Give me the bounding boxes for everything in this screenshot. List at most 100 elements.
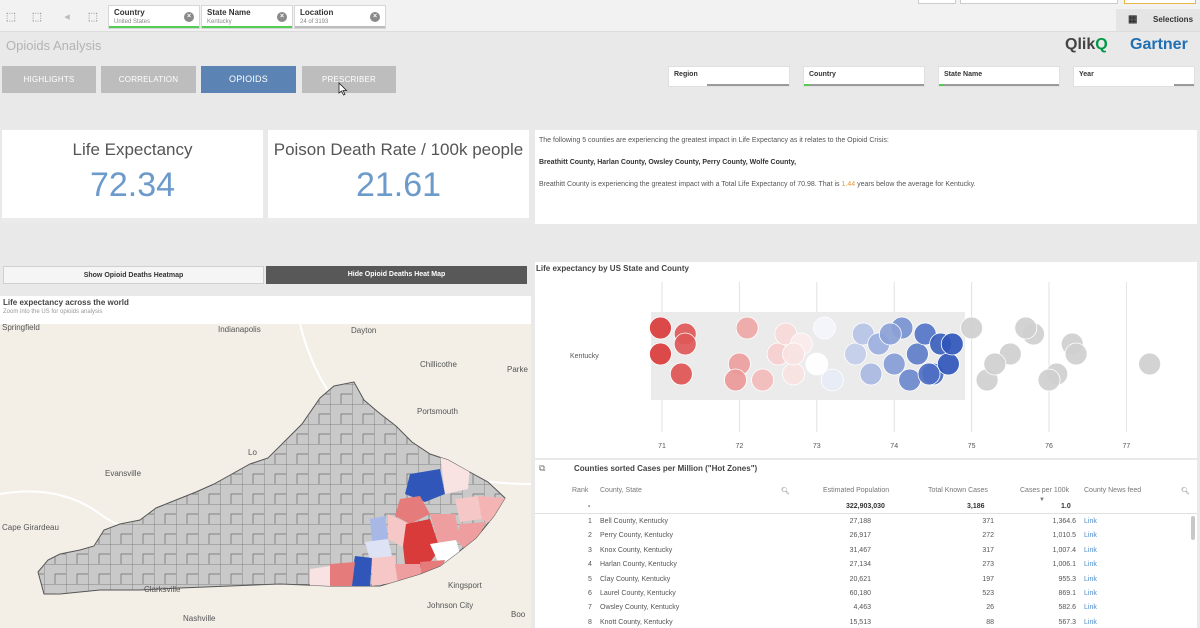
- filter-chip-location[interactable]: Location 24 of 3193 ×: [294, 5, 386, 29]
- county-bubble[interactable]: [782, 362, 805, 386]
- expand-icon[interactable]: ⧉: [539, 463, 546, 473]
- clear-selections-icon[interactable]: ⬚: [87, 11, 99, 23]
- bubble-chart[interactable]: Kentucky 71 72 73 74 75 76 77: [535, 262, 1197, 458]
- year-filter[interactable]: Year: [1073, 66, 1195, 87]
- cell-news-link[interactable]: Link: [1084, 618, 1097, 626]
- filter-label: State Name: [944, 71, 983, 78]
- county-bubble[interactable]: [940, 332, 964, 356]
- show-heatmap-button[interactable]: Show Opioid Deaths Heatmap: [3, 266, 264, 284]
- county[interactable]: [310, 566, 330, 586]
- tab-correlation[interactable]: CORRELATION: [101, 66, 196, 93]
- county-bubble[interactable]: [649, 342, 672, 366]
- filter-chip-country[interactable]: Country United States ×: [108, 5, 200, 29]
- step-back-icon[interactable]: ◂: [64, 11, 70, 23]
- county-bubble[interactable]: [1064, 342, 1088, 366]
- county-bubble[interactable]: [983, 352, 1007, 376]
- county[interactable]: [365, 539, 392, 560]
- tab-highlights[interactable]: HIGHLIGHTS: [2, 66, 96, 93]
- county[interactable]: [430, 514, 460, 549]
- county-bubble[interactable]: [859, 362, 883, 386]
- cell-news-link[interactable]: Link: [1084, 575, 1097, 583]
- search-column-icon[interactable]: 🔍︎: [781, 488, 790, 495]
- table-row[interactable]: 6 Laurel County, Kentucky 60,180 523 869.1 Li…: [535, 587, 1197, 601]
- hide-heatmap-button[interactable]: Hide Opioid Deaths Heat Map: [266, 266, 527, 284]
- county-bubble[interactable]: [1037, 368, 1061, 392]
- selections-button[interactable]: ▦ Selections: [1116, 9, 1200, 31]
- search-column-icon[interactable]: 🔍︎: [1181, 488, 1190, 495]
- table-row[interactable]: 5 Clay County, Kentucky 20,621 197 955.3 Link: [535, 573, 1197, 587]
- county-mid-high[interactable]: [370, 516, 388, 542]
- state-name-filter[interactable]: State Name: [938, 66, 1060, 87]
- county-bubble[interactable]: [805, 352, 829, 376]
- county-low[interactable]: [395, 496, 430, 524]
- county-bubble[interactable]: [813, 316, 836, 340]
- kpi-title: Poison Death Rate / 100k people: [273, 140, 524, 159]
- map-place-label: Clarksville: [144, 585, 181, 594]
- county-bubble[interactable]: [735, 316, 759, 340]
- filter-chip-state[interactable]: State Name Kentucky ×: [201, 5, 293, 29]
- cell-news-link[interactable]: Link: [1084, 532, 1097, 540]
- map-subtitle: Zoom into the US for opioids analysis: [3, 309, 103, 315]
- cell-news-link[interactable]: Link: [1084, 518, 1097, 525]
- table-scrollbar[interactable]: [1191, 516, 1195, 540]
- county-bubble[interactable]: [673, 332, 697, 356]
- cell-news-link[interactable]: Link: [1084, 546, 1097, 554]
- tab-opioids[interactable]: OPIOIDS: [201, 66, 296, 93]
- cell-news-link[interactable]: Link: [1084, 604, 1097, 612]
- county-bubble[interactable]: [1138, 352, 1162, 376]
- county-bubble[interactable]: [820, 368, 844, 392]
- county-bubble[interactable]: [936, 352, 960, 376]
- header-population[interactable]: Estimated Population: [823, 487, 890, 494]
- county-bubble[interactable]: [649, 316, 672, 340]
- county-bubble[interactable]: [960, 316, 984, 340]
- lasso-select-icon[interactable]: ⬚: [31, 11, 43, 23]
- county-bubble[interactable]: [898, 368, 922, 392]
- county-bubble[interactable]: [724, 368, 747, 392]
- toolbar-button[interactable]: [1124, 0, 1196, 4]
- county-bubble[interactable]: [882, 352, 906, 376]
- cell-news-link[interactable]: Link: [1084, 590, 1097, 597]
- county-bubble[interactable]: [782, 342, 805, 366]
- smart-search-icon[interactable]: ⬚: [5, 11, 17, 23]
- county-bubble[interactable]: [844, 342, 867, 366]
- header-county[interactable]: County, State: [600, 487, 642, 494]
- cell-news-link[interactable]: Link: [1084, 561, 1097, 569]
- county-bubble[interactable]: [1014, 316, 1038, 340]
- county[interactable]: [372, 556, 398, 586]
- country-filter[interactable]: Country: [803, 66, 925, 87]
- remove-filter-icon[interactable]: ×: [277, 12, 287, 22]
- kentucky-map[interactable]: Springfield Indianapolis Dayton Chillico…: [0, 324, 531, 628]
- sort-desc-icon[interactable]: ▼: [1039, 497, 1045, 503]
- county-bubble[interactable]: [878, 322, 902, 346]
- map-place-label: Cape Girardeau: [2, 523, 59, 532]
- table-row[interactable]: 7 Owsley County, Kentucky 4,463 26 582.6 Link: [535, 601, 1197, 615]
- table-row[interactable]: 3 Knox County, Kentucky 31,467 317 1,007.4 Li…: [535, 544, 1197, 558]
- header-per100k[interactable]: Cases per 100k: [1020, 487, 1070, 494]
- tab-prescriber[interactable]: PRESCRIBER: [302, 66, 396, 93]
- county-bubble[interactable]: [917, 362, 941, 386]
- county-high[interactable]: [350, 556, 372, 586]
- insight-highlight: 1.44: [841, 181, 856, 188]
- table-row[interactable]: 1 Bell County, Kentucky 27,188 371 1,364.6 Li…: [535, 515, 1197, 529]
- county-low[interactable]: [403, 519, 440, 569]
- county-low[interactable]: [330, 562, 355, 586]
- county[interactable]: [478, 496, 505, 524]
- header-news[interactable]: County News feed: [1084, 487, 1142, 494]
- county[interactable]: [456, 522, 486, 554]
- table-row[interactable]: 8 Knott County, Kentucky 15,513 88 567.3 Link: [535, 616, 1197, 628]
- county-bubble[interactable]: [906, 342, 929, 366]
- remove-filter-icon[interactable]: ×: [370, 12, 380, 22]
- region-filter[interactable]: Region: [668, 66, 790, 87]
- remove-filter-icon[interactable]: ×: [184, 12, 194, 22]
- table-row[interactable]: 2 Perry County, Kentucky 26,917 272 1,010.5 L…: [535, 529, 1197, 543]
- county[interactable]: [455, 496, 482, 522]
- filter-chip-label: Location: [300, 8, 334, 17]
- toolbar-button[interactable]: [918, 0, 956, 4]
- toolbar-search[interactable]: [960, 0, 1118, 4]
- county-bubble[interactable]: [751, 368, 775, 392]
- header-cases[interactable]: Total Known Cases: [928, 487, 988, 494]
- county-high[interactable]: [405, 469, 445, 502]
- county-bubble[interactable]: [669, 362, 693, 386]
- header-rank[interactable]: Rank: [572, 487, 589, 494]
- table-row[interactable]: 4 Harlan County, Kentucky 27,134 273 1,006.1…: [535, 558, 1197, 572]
